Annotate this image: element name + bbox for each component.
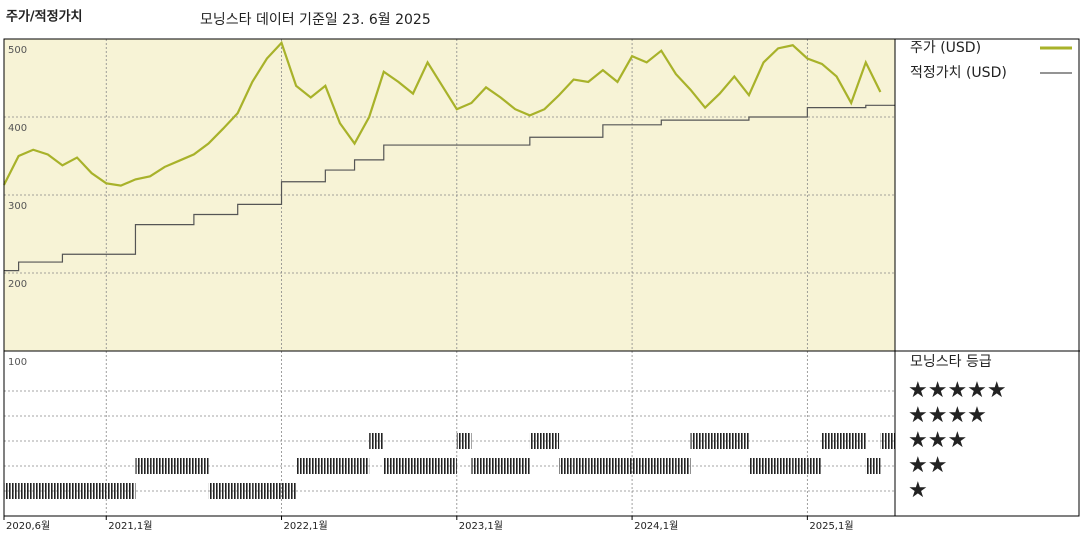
y-tick-label: 400 (8, 123, 27, 134)
rating-bar (632, 458, 647, 474)
rating-bar (339, 458, 355, 474)
y-tick-label: 100 (8, 357, 27, 368)
rating-bar (77, 483, 92, 499)
rating-bar (821, 433, 837, 449)
rating-bar (559, 458, 574, 474)
rating-bar (705, 433, 720, 449)
rating-bar (135, 458, 151, 474)
rating-bar (106, 483, 121, 499)
rating-bar (120, 483, 136, 499)
rating-bar (500, 458, 516, 474)
rating-bar (880, 433, 895, 449)
rating-bar (515, 458, 530, 474)
rating-bar (281, 483, 297, 499)
rating-bar (646, 458, 662, 474)
x-tick-label: 2024,1월 (634, 520, 678, 532)
rating-bar (456, 433, 472, 449)
x-tick-label: 2020,6월 (6, 520, 50, 532)
y-tick-label: 500 (8, 45, 27, 56)
x-tick-label: 2022,1월 (284, 520, 328, 532)
rating-bar (208, 483, 224, 499)
x-tick-label: 2021,1월 (108, 520, 152, 532)
rating-bar (33, 483, 48, 499)
rating-bar (792, 458, 808, 474)
rating-label: ★★★ (908, 428, 967, 453)
rating-bar (427, 458, 443, 474)
rating-bar (4, 483, 19, 499)
rating-bar (266, 483, 282, 499)
rating-label: ★★ (908, 453, 947, 478)
line-series (4, 104, 895, 272)
y-tick-label: 300 (8, 201, 27, 212)
rating-bar (150, 458, 165, 474)
rating-bar (690, 433, 706, 449)
rating-bar (18, 483, 34, 499)
rating-bar (193, 458, 209, 474)
rating-label: ★ (908, 478, 928, 503)
rating-bar (836, 433, 852, 449)
rating-bar (471, 458, 487, 474)
rating-label: ★★★★★ (908, 378, 1007, 403)
x-tick-label: 2023,1월 (459, 520, 503, 532)
rating-bar (179, 458, 194, 474)
rating-bar (661, 458, 676, 474)
rating-bar (748, 458, 764, 474)
rating-bar (529, 433, 545, 449)
rating-bar (223, 483, 238, 499)
rating-bar (325, 458, 340, 474)
rating-bar (252, 483, 267, 499)
rating-bar (412, 458, 428, 474)
chart-subtitle: 모닝스타 데이터 기준일 23. 6월 2025 (200, 12, 431, 28)
rating-bar (310, 458, 326, 474)
rating-bar (763, 458, 779, 474)
rating-bar (778, 458, 793, 474)
rating-bar (398, 458, 413, 474)
frame (3, 38, 1080, 517)
rating-bar (865, 458, 881, 474)
rating-bar (383, 458, 399, 474)
rating-bar (354, 458, 370, 474)
rating-bar (91, 483, 107, 499)
legend-label: 적정가치 (USD) (910, 65, 1007, 81)
rating-label: ★★★★ (908, 403, 987, 428)
rating-bar (851, 433, 866, 449)
y-tick-label: 200 (8, 279, 27, 290)
rating-title: 모닝스타 등급 (910, 354, 992, 370)
rating-bar (807, 458, 822, 474)
rating-bar (62, 483, 78, 499)
rating-bar (442, 458, 457, 474)
rating-bar (573, 458, 589, 474)
line-series (3, 40, 882, 187)
rating-bar (734, 433, 749, 449)
rating-bar (602, 458, 618, 474)
rating-bar (544, 433, 560, 449)
rating-bar (719, 433, 735, 449)
rating-bar (588, 458, 603, 474)
rating-bar (369, 433, 384, 449)
rating-bar (237, 483, 253, 499)
rating-bar (47, 483, 63, 499)
rating-bar (486, 458, 501, 474)
rating-bar (296, 458, 311, 474)
rating-bar (164, 458, 180, 474)
legend-label: 주가 (USD) (910, 40, 981, 56)
rating-bar (617, 458, 633, 474)
rating-bar (675, 458, 691, 474)
x-tick-label: 2025,1월 (809, 520, 853, 532)
chart-title: 주가/적정가치 (6, 9, 83, 25)
